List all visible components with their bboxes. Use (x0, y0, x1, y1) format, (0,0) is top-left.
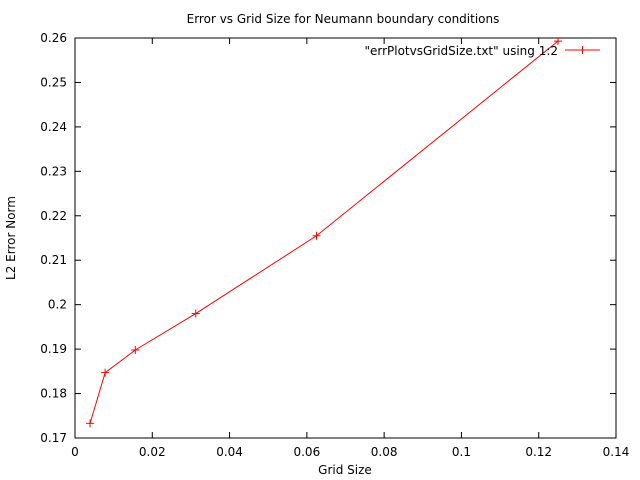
series-line (89, 40, 559, 424)
chart-title: Error vs Grid Size for Neumann boundary … (187, 12, 500, 26)
y-tick-label: 0.26 (40, 31, 67, 45)
x-tick-label: 0.12 (525, 445, 552, 459)
plot-frame (74, 37, 617, 439)
data-point (86, 419, 95, 428)
x-tick-label: 0.14 (603, 445, 630, 459)
data-point (101, 368, 110, 377)
legend: "errPlotvsGridSize.txt" using 1:2 (364, 44, 600, 58)
x-tick-label: 0.02 (139, 445, 166, 459)
y-tick-label: 0.18 (40, 387, 67, 401)
y-tick-label: 0.24 (40, 120, 67, 134)
data-point (191, 309, 200, 318)
series-layer (86, 37, 563, 428)
y-tick-label: 0.22 (40, 209, 67, 223)
y-tick-label: 0.25 (40, 75, 67, 89)
data-point (554, 37, 563, 46)
y-axis-label: L2 Error Norm (4, 196, 18, 280)
y-tick-label: 0.23 (40, 164, 67, 178)
legend-label: "errPlotvsGridSize.txt" using 1:2 (364, 44, 558, 58)
x-tick-label: 0.04 (216, 445, 243, 459)
x-tick-label: 0.06 (293, 445, 320, 459)
x-tick-label: 0 (71, 445, 79, 459)
y-tick-label: 0.2 (48, 298, 67, 312)
y-tick-label: 0.21 (40, 253, 67, 267)
y-axis: 0.17 0.18 0.19 0.2 0.21 0.22 0.23 0.24 0.25 0.26 (40, 31, 616, 445)
x-tick-label: 0.08 (371, 445, 398, 459)
y-tick-label: 0.19 (40, 342, 67, 356)
x-axis-label: Grid Size (318, 463, 372, 477)
legend-marker (578, 46, 587, 54)
data-point (312, 231, 321, 240)
x-tick-label: 0.1 (452, 445, 471, 459)
y-tick-label: 0.17 (40, 431, 67, 445)
data-point (131, 346, 140, 354)
legend-marker-symbol (578, 46, 587, 54)
x-axis: 0 0.02 0.04 0.06 0.08 0.1 0.12 0.14 (71, 38, 629, 459)
